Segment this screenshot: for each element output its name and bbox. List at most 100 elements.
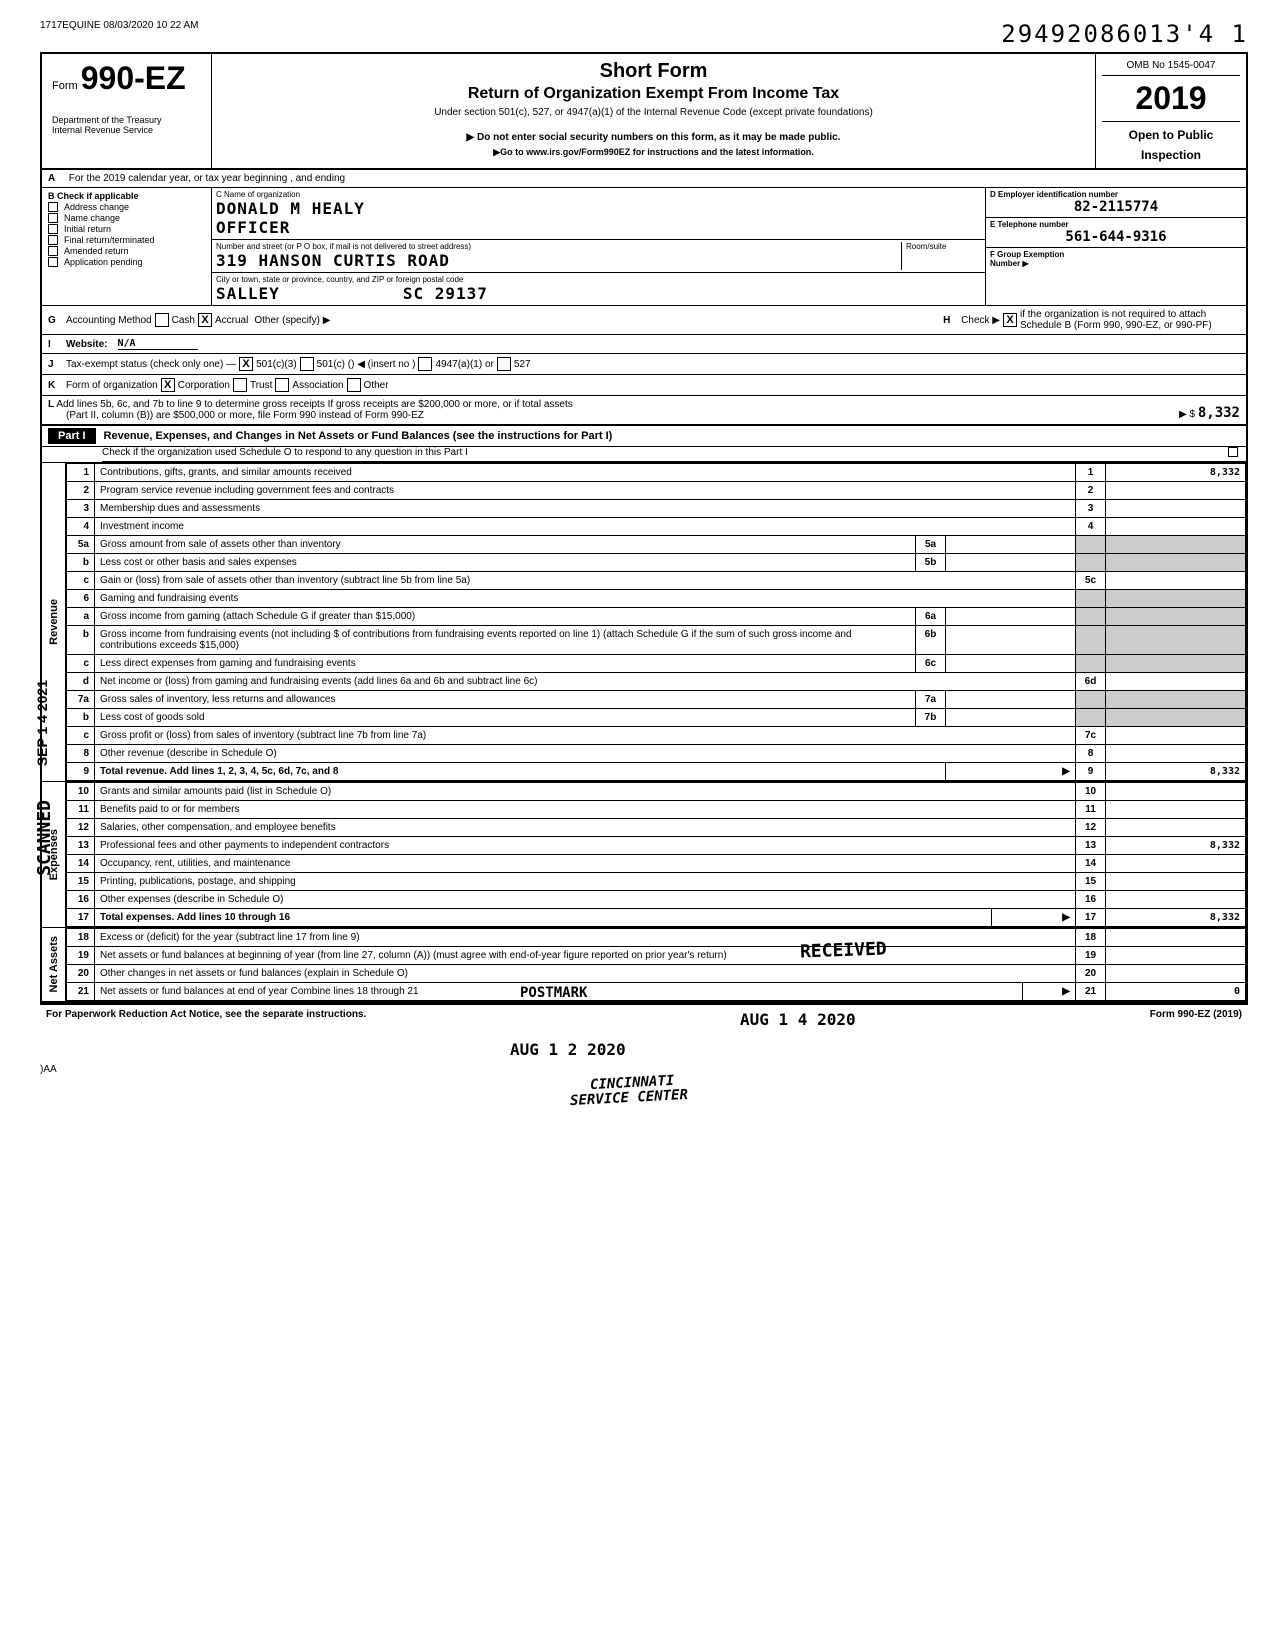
footer-right: Form 990-EZ (2019) [1150, 1009, 1242, 1020]
cb-final-return[interactable]: Final return/terminated [48, 235, 205, 245]
cb-name-change[interactable]: Name change [48, 213, 205, 223]
cb-4947[interactable] [418, 357, 432, 371]
cb-amended[interactable]: Amended return [48, 246, 205, 256]
line-12-desc: Salaries, other compensation, and employ… [95, 819, 1076, 837]
line-13-desc: Professional fees and other payments to … [95, 837, 1076, 855]
netassets-section: Net Assets 18Excess or (deficit) for the… [42, 927, 1246, 1001]
part1-header-row: Part I Revenue, Expenses, and Changes in… [42, 426, 1246, 447]
org-title: OFFICER [216, 218, 981, 237]
form-prefix: Form [52, 80, 78, 92]
E-row: E Telephone number 561-644-9316 [986, 218, 1246, 248]
c-name-row: C Name of organization DONALD M HEALY OF… [212, 188, 985, 240]
cb-H[interactable]: X [1003, 313, 1017, 327]
line-12-val [1106, 819, 1246, 837]
line-6d-desc: Net income or (loss) from gaming and fun… [95, 673, 1076, 691]
dept-treasury: Department of the Treasury [52, 115, 201, 125]
title-goto: ▶Go to www.irs.gov/Form990EZ for instruc… [222, 147, 1085, 158]
line-6d-val [1106, 673, 1246, 691]
line-19-val [1106, 947, 1246, 965]
c-city-row: City or town, state or province, country… [212, 273, 985, 305]
col-B: B Check if applicable Address change Nam… [42, 188, 212, 305]
preparer-id: 1717EQUINE 08/03/2020 10 22 AM [40, 20, 198, 31]
entity-box: A For the 2019 calendar year, or tax yea… [40, 170, 1248, 1003]
stamp-aug12: AUG 1 2 2020 [510, 1040, 626, 1059]
line-7c-val [1106, 727, 1246, 745]
line-2-desc: Program service revenue including govern… [95, 482, 1076, 500]
cb-app-pending[interactable]: Application pending [48, 257, 205, 267]
ein-value: 82-2115774 [990, 199, 1242, 215]
stamp-service-center: SERVICE CENTER [570, 1087, 689, 1109]
line-A: A For the 2019 calendar year, or tax yea… [42, 170, 1246, 188]
title-warn: ▶ Do not enter social security numbers o… [222, 132, 1085, 143]
line-3-desc: Membership dues and assessments [95, 500, 1076, 518]
stamp-scanned: SCANNED [34, 800, 55, 876]
side-netassets: Net Assets [42, 928, 66, 1001]
letter-I: I [48, 339, 66, 350]
line-11-val [1106, 801, 1246, 819]
letter-A: A [48, 173, 66, 184]
title-short: Short Form [222, 60, 1085, 83]
col-DEF: D Employer identification number 82-2115… [986, 188, 1246, 305]
line-17-val: 8,332 [1106, 909, 1246, 927]
F-label: F Group Exemption [990, 250, 1242, 259]
cb-trust[interactable] [233, 378, 247, 392]
I-label: Website: [66, 339, 108, 350]
cb-cash[interactable] [155, 313, 169, 327]
line-13-val: 8,332 [1106, 837, 1246, 855]
line-21-desc: Net assets or fund balances at end of ye… [100, 986, 419, 997]
stamp-aug14: AUG 1 4 2020 [740, 1010, 856, 1029]
top-row: 1717EQUINE 08/03/2020 10 22 AM 294920860… [40, 20, 1248, 48]
form-number: 990-EZ [81, 60, 186, 96]
footer-left: For Paperwork Reduction Act Notice, see … [46, 1009, 366, 1020]
c-street-row: Number and street (or P O box, if mail i… [212, 240, 985, 273]
line-7b-desc: Less cost of goods sold [95, 709, 916, 727]
line-20-desc: Other changes in net assets or fund bala… [95, 965, 1076, 983]
year-cell: OMB No 1545-0047 2019 Open to Public Ins… [1096, 54, 1246, 168]
K-label: Form of organization [66, 380, 158, 391]
cb-corp[interactable]: X [161, 378, 175, 392]
footer: For Paperwork Reduction Act Notice, see … [40, 1003, 1248, 1024]
cb-schedule-o[interactable] [1228, 447, 1238, 457]
line-14-val [1106, 855, 1246, 873]
revenue-table: 1Contributions, gifts, grants, and simil… [66, 463, 1246, 781]
line-18-val [1106, 929, 1246, 947]
D-label: D Employer identification number [990, 190, 1242, 199]
line-1-val: 8,332 [1106, 464, 1246, 482]
stamp-sep14: SEP 1 4 2021 [34, 680, 50, 766]
revenue-section: Revenue 1Contributions, gifts, grants, a… [42, 462, 1246, 781]
line-6-desc: Gaming and fundraising events [95, 590, 1076, 608]
cb-501c[interactable] [300, 357, 314, 371]
cb-other[interactable] [347, 378, 361, 392]
L-arrow: ▶ $ [1179, 409, 1195, 420]
cb-address-change[interactable]: Address change [48, 202, 205, 212]
street-label: Number and street (or P O box, if mail i… [216, 242, 901, 251]
cb-assoc[interactable] [275, 378, 289, 392]
line-6a-desc: Gross income from gaming (attach Schedul… [95, 608, 916, 626]
cb-527[interactable] [497, 357, 511, 371]
line-11-desc: Benefits paid to or for members [95, 801, 1076, 819]
line-8-val [1106, 745, 1246, 763]
row-J: J Tax-exempt status (check only one) — X… [42, 354, 1246, 375]
cb-initial-return[interactable]: Initial return [48, 224, 205, 234]
line-20-val [1106, 965, 1246, 983]
line-16-desc: Other expenses (describe in Schedule O) [95, 891, 1076, 909]
street-value: 319 HANSON CURTIS ROAD [216, 251, 901, 270]
row-BCDEF: B Check if applicable Address change Nam… [42, 188, 1246, 306]
G-label: Accounting Method [66, 315, 152, 326]
line-4-val [1106, 518, 1246, 536]
letter-B: B Check if applicable [48, 191, 205, 201]
c-header: C Name of organization [216, 190, 981, 199]
cb-accrual[interactable]: X [198, 313, 212, 327]
line-18-desc: Excess or (deficit) for the year (subtra… [95, 929, 1076, 947]
D-row: D Employer identification number 82-2115… [986, 188, 1246, 218]
row-GH: G Accounting Method Cash XAccrual Other … [42, 306, 1246, 335]
part1-label: Part I [48, 428, 96, 444]
row-L: L Add lines 5b, 6c, and 7b to line 9 to … [42, 396, 1246, 426]
H-label: Check ▶ [961, 315, 1000, 326]
F-label2: Number ▶ [990, 259, 1242, 268]
website-value: N/A [118, 338, 198, 350]
letter-K: K [48, 380, 66, 391]
cb-501c3[interactable]: X [239, 357, 253, 371]
city-value: SALLEY [216, 284, 280, 303]
J-label: Tax-exempt status (check only one) — [66, 359, 236, 370]
